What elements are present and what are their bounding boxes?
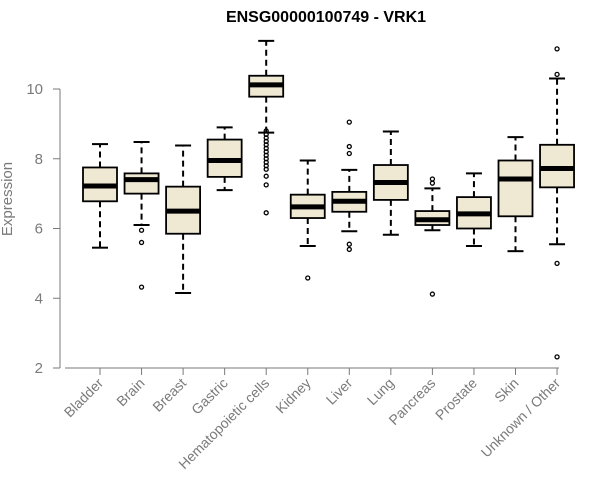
boxes bbox=[82, 39, 575, 360]
outlier-point bbox=[429, 176, 436, 182]
outlier-point bbox=[554, 354, 560, 360]
box-10 bbox=[497, 136, 534, 253]
y-tick-label: 2 bbox=[35, 360, 43, 377]
outlier-point bbox=[554, 260, 560, 267]
x-tick-label: Liver bbox=[323, 375, 356, 408]
box-body bbox=[123, 172, 160, 195]
y-tick-label: 8 bbox=[35, 151, 43, 168]
outlier-point bbox=[138, 239, 145, 246]
y-tick-label: 4 bbox=[35, 290, 43, 307]
outlier-point bbox=[554, 71, 560, 78]
box-2 bbox=[165, 144, 202, 295]
chart-title: ENSG00000100749 - VRK1 bbox=[226, 9, 426, 26]
outlier-point bbox=[429, 180, 436, 186]
y-tick-label: 6 bbox=[35, 221, 43, 238]
outlier-point bbox=[554, 46, 560, 52]
outlier-point bbox=[346, 143, 352, 150]
outlier-point bbox=[346, 246, 352, 253]
box-3 bbox=[206, 126, 243, 192]
y-tick-label: 10 bbox=[26, 81, 43, 98]
x-tick-label: Breast bbox=[149, 375, 189, 415]
box-8 bbox=[414, 176, 451, 297]
box-7 bbox=[372, 130, 409, 236]
box-1 bbox=[123, 141, 160, 290]
x-tick-label: Unknown / Other bbox=[478, 375, 564, 461]
box-6 bbox=[331, 119, 368, 253]
y-axis-title: Expression bbox=[0, 162, 16, 236]
box-0 bbox=[82, 143, 118, 249]
outlier-point bbox=[346, 150, 352, 157]
outlier-point bbox=[263, 210, 269, 216]
outlier-point bbox=[263, 173, 269, 179]
outlier-point bbox=[429, 291, 436, 297]
x-tick-label: Skin bbox=[491, 375, 522, 406]
outlier-point bbox=[263, 166, 269, 172]
box-body bbox=[497, 159, 534, 218]
box-4 bbox=[248, 39, 285, 216]
outlier-point bbox=[138, 227, 145, 233]
outlier-point bbox=[346, 119, 352, 125]
x-tick-label: Kidney bbox=[272, 375, 314, 417]
outlier-point bbox=[263, 182, 269, 188]
outlier-point bbox=[305, 275, 311, 281]
y-ticks: 2 4 6 8 10 bbox=[26, 81, 60, 377]
box-9 bbox=[456, 172, 492, 247]
x-tick-label: Prostate bbox=[432, 375, 480, 423]
x-tick-label: Brain bbox=[113, 375, 147, 409]
x-tick-label: Bladder bbox=[61, 375, 107, 421]
outlier-point bbox=[138, 284, 145, 290]
outlier-point bbox=[346, 241, 352, 247]
box-11 bbox=[539, 46, 575, 360]
x-tick-label: Lung bbox=[364, 375, 397, 408]
box-5 bbox=[289, 159, 326, 281]
